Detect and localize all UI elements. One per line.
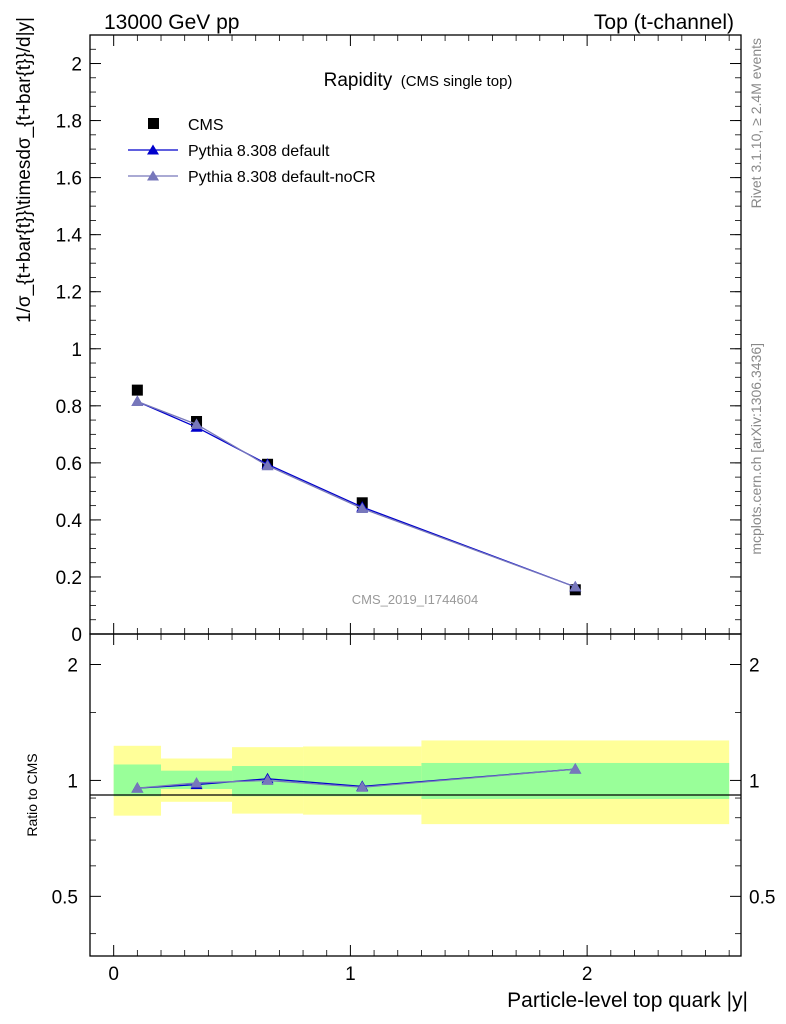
- main-ytick-label: 0.8: [56, 397, 82, 418]
- ratio-nocr-point: [131, 782, 144, 793]
- legend-label-nocr: Pythia 8.308 default-noCR: [188, 169, 376, 186]
- legend-label-default: Pythia 8.308 default: [188, 143, 330, 160]
- pythia-nocr-point: [356, 502, 369, 513]
- ratio-ylabel: Ratio to CMS: [24, 753, 40, 836]
- main-ytick-label: 0.4: [56, 511, 83, 532]
- ratio-nocr-point: [356, 781, 369, 792]
- main-ylabel: 1/σ_{t+bar{t}}\timesdσ_{t+bar{t}}/d|y|: [14, 17, 35, 323]
- ratio-frame: [89, 633, 742, 957]
- plot-title-main: Rapidity: [324, 70, 393, 91]
- mcplots-label: mcplots.cern.ch [arXiv:1306.3436]: [748, 343, 764, 555]
- header-left: 13000 GeV pp: [104, 11, 239, 34]
- plot-title: Rapidity (CMS single top): [324, 70, 513, 91]
- ratio-nocr-point: [190, 776, 203, 788]
- plot-title-sub: (CMS single top): [401, 73, 513, 90]
- ratio-ytick-label: 1: [67, 771, 78, 792]
- legend-marker-cms: [148, 118, 159, 129]
- ratio-ytick-label: 2: [67, 655, 78, 676]
- x-tick-label: 2: [582, 964, 593, 985]
- main-ytick-label: 1.8: [56, 112, 82, 133]
- pythia-nocr-point: [569, 580, 582, 592]
- legend-marker-default: [147, 144, 159, 155]
- legend-marker-nocr: [147, 170, 159, 181]
- ratio-data-marks: [131, 763, 582, 793]
- rivet-label: Rivet 3.1.10, ≥ 2.4M events: [748, 38, 764, 208]
- x-tick-label: 0: [108, 964, 119, 985]
- analysis-watermark: CMS_2019_I1744604: [352, 592, 479, 607]
- pythia-nocr-line: [137, 400, 576, 588]
- x-axis-label: Particle-level top quark |y|: [507, 989, 748, 1012]
- header-right: Top (t-channel): [594, 11, 734, 34]
- legend: CMS Pythia 8.308 default Pythia 8.308 de…: [128, 117, 376, 186]
- main-ytick-label: 2: [71, 55, 82, 76]
- legend-label-cms: CMS: [188, 117, 224, 134]
- main-ytick-label: 0.6: [56, 454, 82, 475]
- pythia-nocr-point: [131, 395, 144, 407]
- pythia-nocr-point: [190, 418, 203, 429]
- cms-point: [131, 384, 143, 396]
- x-tick-label: 1: [345, 964, 356, 985]
- ratio-ytick-label: 0.5: [52, 887, 78, 908]
- ratio-ticks: 0.5 0.5 1 1 2 2 0 1 2: [52, 634, 775, 985]
- ratio-ytick-label-right: 0.5: [749, 887, 775, 908]
- main-data-marks: [131, 384, 582, 596]
- main-ytick-label: 1.2: [56, 283, 82, 304]
- main-ytick-label: 1: [71, 340, 82, 361]
- pythia-default-line: [137, 400, 576, 588]
- ratio-nocr-point: [569, 763, 582, 774]
- ratio-panel: 0.5 0.5 1 1 2 2 0 1 2 Ratio to CMS Particle-leve…: [24, 633, 775, 1012]
- main-panel: 0 0.2 0.4 0.6 0.8 1 1.2 1.4 1.6 1.8 2 1/σ_{t+bar{t…: [14, 17, 742, 646]
- main-ytick-label: 0.2: [56, 568, 82, 589]
- main-ytick-label: 1.6: [56, 169, 82, 190]
- ratio-ytick-label-right: 2: [749, 655, 760, 676]
- main-ytick-label: 0: [71, 625, 82, 646]
- pythia-nocr-point: [261, 459, 274, 471]
- main-ytick-label: 1.4: [56, 226, 83, 247]
- ratio-nocr-point: [261, 774, 274, 785]
- main-y-ticks: 0 0.2 0.4 0.6 0.8 1 1.2 1.4 1.6 1.8 2: [56, 34, 741, 646]
- ratio-ytick-label-right: 1: [749, 771, 760, 792]
